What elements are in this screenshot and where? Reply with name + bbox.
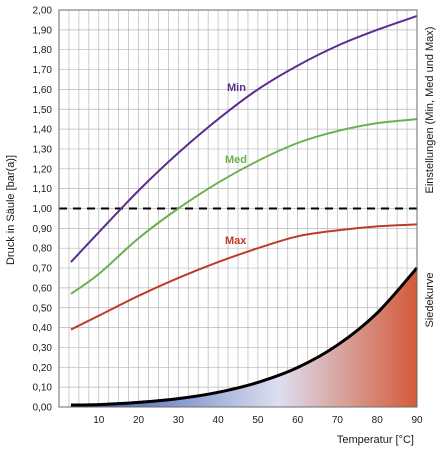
x-tick-label: 70 (332, 415, 344, 426)
right-label-boiling-curve: Siedekurve (424, 272, 436, 327)
x-tick-label: 40 (213, 415, 225, 426)
y-tick-label: 0,30 (33, 343, 53, 354)
y-tick-label: 1,30 (33, 144, 53, 155)
right-label-settings: Einstellungen (Min, Med und Max) (424, 27, 436, 194)
series-line-med (70, 118, 418, 295)
series-label-med: Med (225, 154, 247, 166)
y-tick-label: 0,10 (33, 383, 53, 394)
x-tick-label: 30 (173, 415, 185, 426)
x-tick-label: 60 (292, 415, 304, 426)
y-tick-label: 1,00 (33, 204, 53, 215)
x-tick-label: 50 (252, 415, 264, 426)
y-tick-label: 1,80 (33, 45, 53, 56)
y-tick-label: 1,20 (33, 164, 53, 175)
x-tick-label: 20 (133, 415, 145, 426)
x-axis-label: Temperatur [°C] (337, 434, 414, 446)
y-axis-label: Druck in Säule [bar(a)] (5, 155, 17, 265)
y-tick-label: 1,40 (33, 125, 53, 136)
y-tick-label: 1,50 (33, 105, 53, 116)
y-tick-label: 1,70 (33, 65, 53, 76)
series-line-min (70, 15, 418, 263)
y-tick-label: 0,60 (33, 283, 53, 294)
y-tick-label: 1,90 (33, 25, 53, 36)
series-label-max: Max (225, 235, 247, 247)
y-tick-label: 0,50 (33, 303, 53, 314)
y-tick-label: 2,00 (33, 6, 53, 17)
y-tick-label: 0,00 (33, 403, 53, 414)
x-tick-label: 90 (411, 415, 423, 426)
x-tick-label: 80 (372, 415, 384, 426)
y-tick-label: 0,90 (33, 224, 53, 235)
x-tick-label: 10 (93, 415, 105, 426)
series-label-min: Min (227, 82, 246, 94)
y-tick-label: 0,70 (33, 264, 53, 275)
series-line-max (70, 223, 418, 331)
y-tick-label: 0,40 (33, 323, 53, 334)
series-line-siedekurve (70, 266, 419, 407)
boiling-curve-fill (70, 267, 418, 407)
plot-frame (58, 9, 418, 408)
y-tick-label: 0,20 (33, 363, 53, 374)
y-tick-label: 1,10 (33, 184, 53, 195)
y-tick-label: 0,80 (33, 244, 53, 255)
y-tick-label: 1,60 (33, 85, 53, 96)
